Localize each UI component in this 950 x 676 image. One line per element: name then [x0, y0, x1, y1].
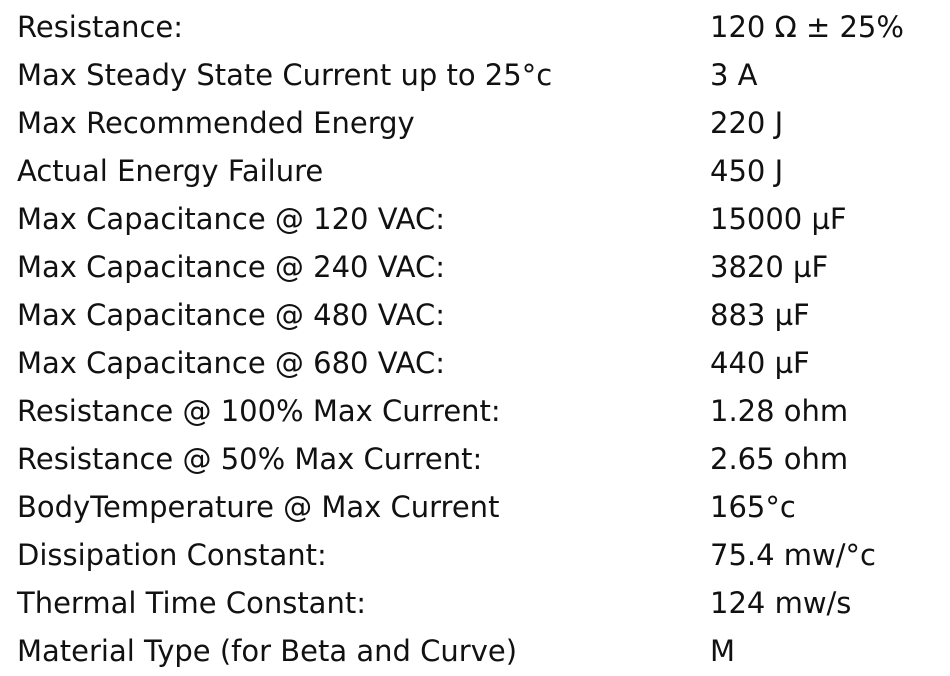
- spec-label: Material Type (for Beta and Curve): [17, 634, 518, 668]
- spec-label: Max Capacitance @ 240 VAC:: [17, 250, 446, 284]
- spec-value: 15000 µF: [710, 202, 847, 236]
- spec-value: 165°c: [710, 490, 796, 524]
- spec-value: 440 µF: [710, 346, 810, 380]
- spec-label: Max Capacitance @ 120 VAC:: [17, 202, 446, 236]
- spec-value: 120 Ω ± 25%: [710, 10, 904, 44]
- spec-value: 75.4 mw/°c: [710, 538, 876, 572]
- spec-label: Dissipation Constant:: [17, 538, 327, 572]
- spec-label: Resistance @ 100% Max Current:: [17, 394, 501, 428]
- spec-value: 124 mw/s: [710, 586, 852, 620]
- spec-label: Resistance:: [17, 10, 184, 44]
- spec-label: Max Steady State Current up to 25°c: [17, 58, 553, 92]
- spec-label: Max Recommended Energy: [17, 106, 415, 140]
- spec-value: 883 µF: [710, 298, 810, 332]
- spec-value: M: [710, 634, 736, 668]
- spec-value: 1.28 ohm: [710, 394, 849, 428]
- spec-label: Actual Energy Failure: [17, 154, 324, 188]
- spec-label: Resistance @ 50% Max Current:: [17, 442, 483, 476]
- spec-value: 3 A: [710, 58, 758, 92]
- spec-label: Max Capacitance @ 480 VAC:: [17, 298, 446, 332]
- spec-label: Max Capacitance @ 680 VAC:: [17, 346, 446, 380]
- spec-value: 3820 µF: [710, 250, 829, 284]
- spec-value: 2.65 ohm: [710, 442, 849, 476]
- spec-value: 450 J: [710, 154, 784, 188]
- spec-label: BodyTemperature @ Max Current: [17, 490, 500, 524]
- spec-label: Thermal Time Constant:: [17, 586, 366, 620]
- spec-value: 220 J: [710, 106, 784, 140]
